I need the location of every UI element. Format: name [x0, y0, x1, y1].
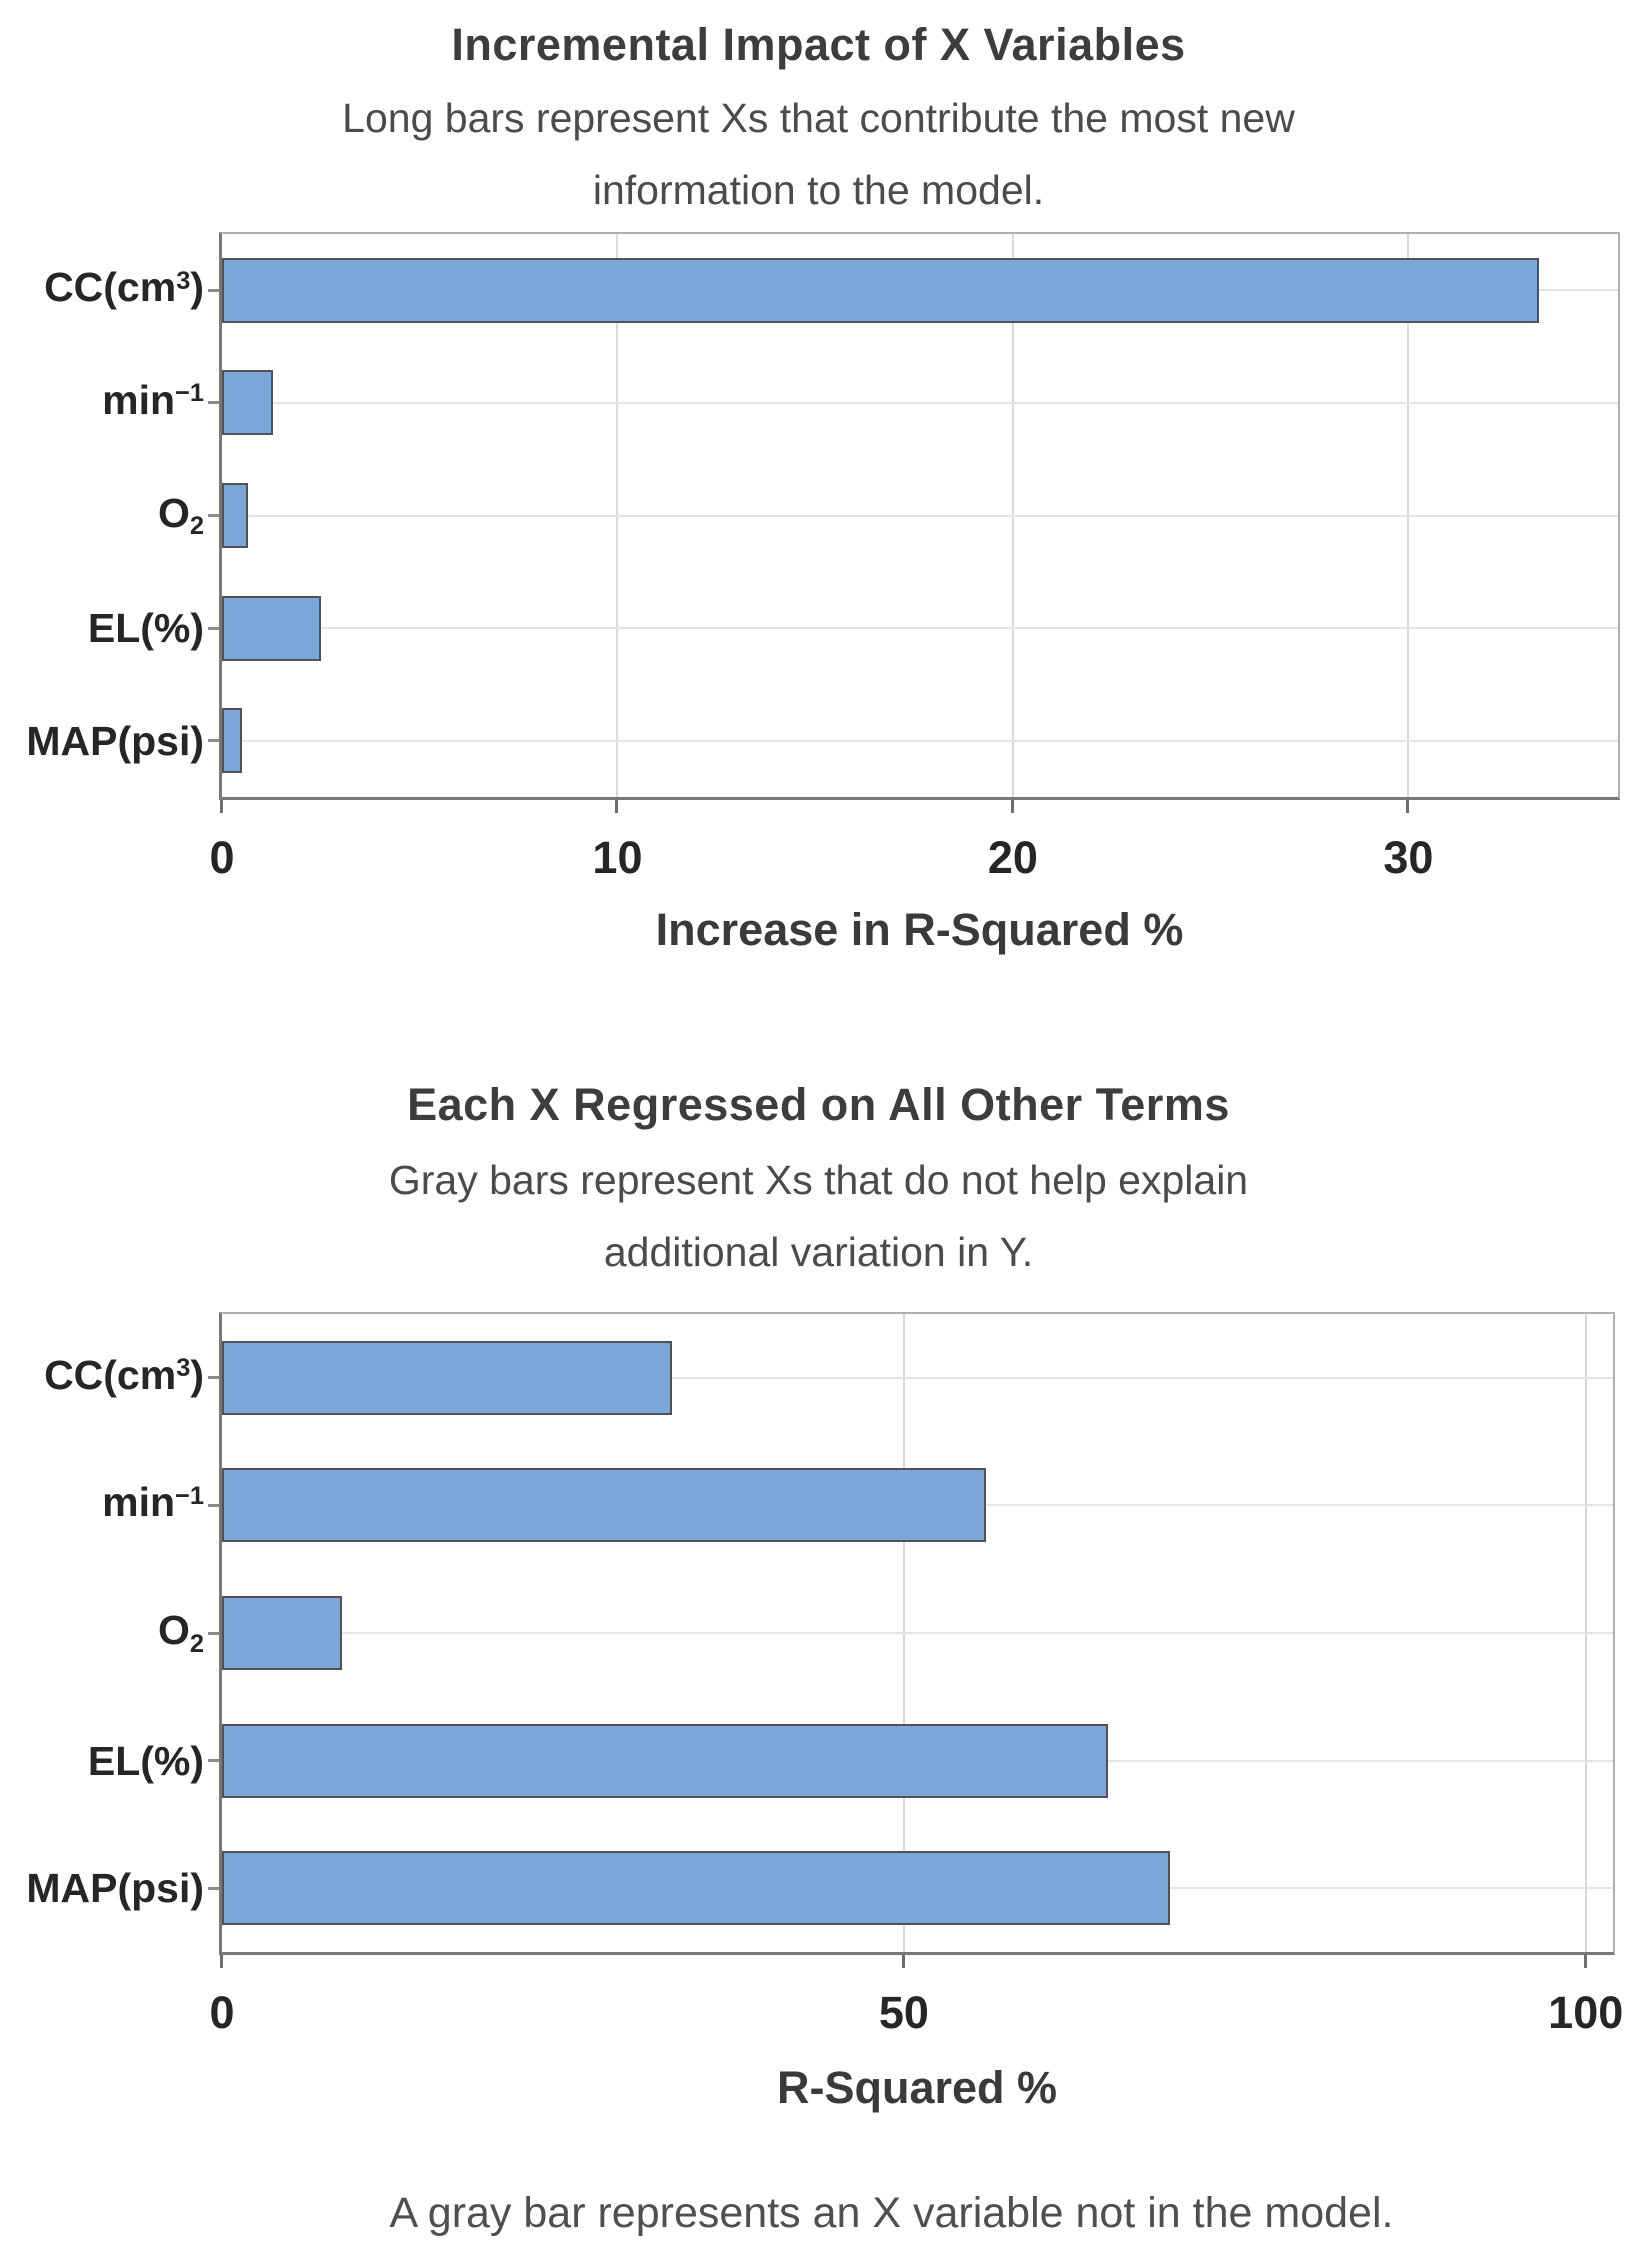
y-axis-tick [208, 1886, 219, 1890]
y-axis-tick [208, 288, 219, 292]
figure-footnote: A gray bar represents an X variable not … [389, 2189, 1394, 2237]
chart2-plot-area: 0 50 100 CC(cm3) min−1 O2 EL(%) MAP(psi) [26, 1312, 1623, 2036]
x-axis-tick [1010, 800, 1014, 813]
x-tick-label: 50 [878, 1987, 929, 2038]
category-label: EL(%) [87, 1737, 204, 1784]
y-axis-tick [208, 626, 219, 630]
chart1-x-axis-label: Increase in R-Squared % [655, 904, 1184, 955]
category-label: MAP(psi) [26, 1865, 204, 1912]
bar [222, 258, 1539, 323]
x-axis-tick [615, 800, 619, 813]
h-gridline [222, 627, 1618, 630]
x-axis-tick [220, 1955, 223, 1968]
category-label: min−1 [102, 376, 204, 423]
x-axis-tick [901, 1955, 905, 1968]
bar [222, 596, 321, 661]
category-label: O2 [157, 1607, 204, 1658]
bar [222, 708, 242, 773]
x-axis-tick [220, 800, 223, 813]
h-gridline [222, 514, 1618, 517]
x-tick-label: 0 [209, 832, 235, 883]
x-tick-label: 20 [987, 832, 1038, 883]
x-tick-label: 30 [1383, 832, 1434, 883]
bar [222, 1851, 1170, 1925]
y-axis-tick [208, 514, 219, 517]
chart2-x-axis-label: R-Squared % [776, 2062, 1058, 2113]
h-gridline [222, 1376, 1613, 1379]
y-axis-tick [208, 1503, 219, 1507]
y-axis-tick [208, 401, 219, 405]
h-gridline [222, 739, 1618, 742]
x-tick-label: 0 [209, 1987, 235, 2038]
bar [222, 1596, 342, 1670]
h-gridline [222, 401, 1618, 404]
bar [222, 483, 248, 548]
category-label: EL(%) [87, 605, 204, 652]
chart1-title: Incremental Impact of X Variables [451, 19, 1186, 70]
category-label: O2 [157, 489, 204, 541]
category-label: min−1 [102, 1479, 204, 1526]
category-label: MAP(psi) [26, 717, 204, 764]
chart2-subtitle: Gray bars represent Xs that do not help … [388, 1157, 1249, 1275]
bar [222, 1468, 986, 1542]
y-axis-tick [208, 1631, 219, 1635]
bar [222, 370, 273, 435]
y-axis-tick [208, 1376, 219, 1380]
chart1-plot-area: 0 10 20 30 CC(cm3) min−1 O2 EL(%) MAP(psi) [26, 232, 1620, 881]
y-axis-tick [208, 739, 219, 743]
x-axis-tick [1406, 800, 1410, 813]
chart2-title: Each X Regressed on All Other Terms [407, 1079, 1230, 1130]
category-label: CC(cm3) [44, 1351, 204, 1398]
bar [222, 1724, 1108, 1798]
x-tick-label: 100 [1548, 1987, 1624, 2038]
x-tick-label: 10 [592, 832, 643, 883]
x-axis-tick [1583, 1955, 1587, 1968]
y-axis-tick [208, 1759, 219, 1763]
h-gridline [222, 1632, 1613, 1634]
bar [222, 1341, 672, 1415]
chart1-subtitle: Long bars represent Xs that contribute t… [342, 95, 1295, 213]
category-label: CC(cm3) [44, 264, 204, 311]
